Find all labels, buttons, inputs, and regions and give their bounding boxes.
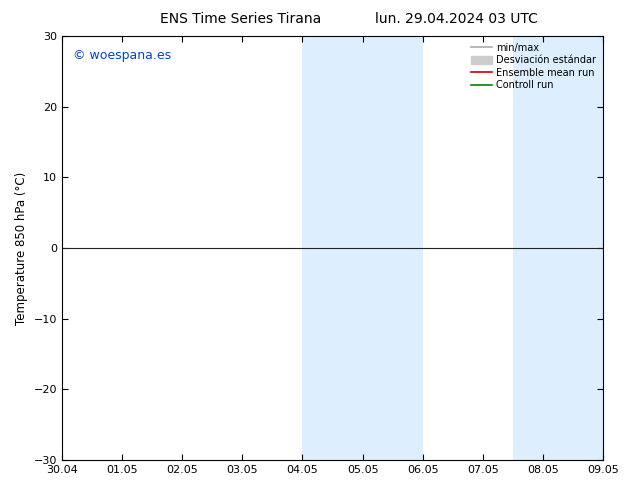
Y-axis label: Temperature 850 hPa (°C): Temperature 850 hPa (°C) xyxy=(15,172,28,325)
Text: © woespana.es: © woespana.es xyxy=(73,49,171,62)
Bar xyxy=(302,36,423,460)
Text: lun. 29.04.2024 03 UTC: lun. 29.04.2024 03 UTC xyxy=(375,12,538,26)
Bar xyxy=(513,36,603,460)
Legend: min/max, Desviación estándar, Ensemble mean run, Controll run: min/max, Desviación estándar, Ensemble m… xyxy=(469,41,598,92)
Text: ENS Time Series Tirana: ENS Time Series Tirana xyxy=(160,12,321,26)
